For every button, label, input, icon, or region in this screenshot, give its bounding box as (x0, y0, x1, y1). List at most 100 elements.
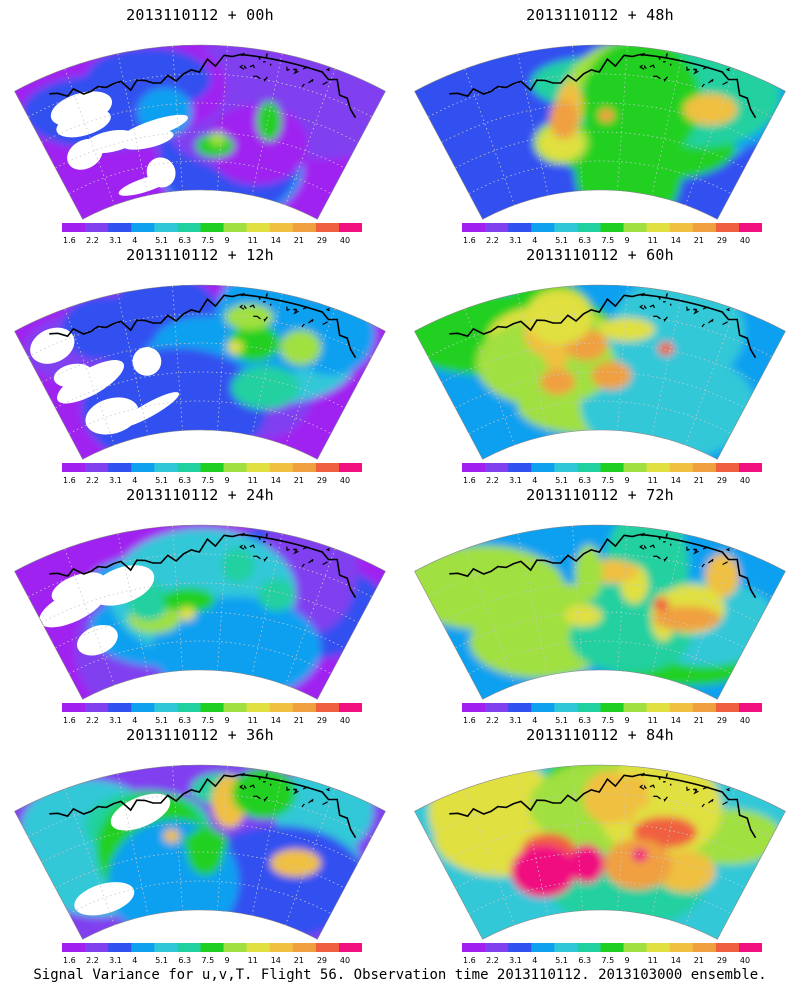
island-outline (269, 783, 272, 786)
colorbar-tick-label: 3.1 (509, 716, 522, 725)
longitude-line (517, 293, 549, 436)
colorbar-swatch (338, 703, 362, 712)
figure-caption: Signal Variance for u,v,T. Flight 56. Ob… (33, 967, 767, 983)
variance-contour (705, 553, 740, 598)
colorbar-swatch (269, 943, 294, 952)
colorbar-swatch (508, 943, 532, 952)
latitude-line (441, 822, 759, 863)
colorbar-tick-label: 21 (694, 476, 704, 485)
island-outline (240, 292, 245, 297)
colorbar-swatch (108, 223, 132, 232)
longitude-line (517, 533, 549, 676)
latitude-line (441, 342, 759, 383)
island-outline (701, 563, 705, 568)
colorbar-tick-label: 40 (340, 236, 350, 245)
colorbar-swatch (108, 463, 132, 472)
colorbar-swatch (577, 223, 601, 232)
island-outline (653, 75, 661, 80)
island-outline (639, 784, 645, 790)
longitude-line (117, 533, 149, 676)
island-outline (640, 532, 645, 537)
colorbar-swatch (292, 703, 317, 712)
longitude-line (172, 285, 183, 431)
no-data-region (85, 397, 139, 435)
latitude-line (455, 131, 745, 169)
colorbar-tick-label: 6.3 (178, 236, 191, 245)
colorbar-swatch (62, 463, 86, 472)
latitude-line (468, 400, 732, 435)
latitude-line (68, 400, 332, 435)
longitude-line (64, 788, 115, 926)
colorbar-swatch (246, 223, 271, 232)
colorbar-tick-label: 1.6 (463, 956, 476, 965)
colorbar-swatch (715, 223, 740, 232)
map-panel: 2013110112 + 60h (400, 240, 800, 480)
colorbar-tick-label: 6.3 (578, 236, 591, 245)
variance-contour (270, 849, 321, 877)
colorbar-swatch (315, 703, 340, 712)
variance-contour (61, 295, 146, 361)
colorbar-swatch (669, 463, 694, 472)
no-data-region (57, 360, 125, 404)
map-panel: 2013110112 + 72h (400, 480, 800, 720)
colorbar-swatch (131, 943, 155, 952)
no-data-region (90, 565, 155, 606)
island-outline (301, 323, 305, 328)
colorbar: 1.6 2.2 3.1 4 5.1 6.3 7.5 9 11 14 21 29 40 (62, 223, 362, 245)
island-outline (665, 53, 668, 58)
island-outline (308, 318, 314, 324)
colorbar-tick-label: 3.1 (509, 956, 522, 965)
coastline (49, 533, 357, 599)
island-outline (253, 75, 261, 80)
colorbar-tick-label: 7.5 (201, 716, 214, 725)
colorbar-tick-label: 5.1 (155, 236, 168, 245)
colorbar-swatch (738, 943, 762, 952)
colorbar-swatch (485, 223, 509, 232)
island-outline (302, 306, 309, 310)
island-outline (322, 561, 328, 566)
longitude-line (572, 765, 583, 911)
colorbar-tick-label: 2.2 (486, 956, 499, 965)
island-outline (301, 83, 305, 88)
variance-contour (209, 131, 226, 146)
map-panel: 2013110112 + 36h (0, 720, 400, 960)
colorbar-tick-label: 5.1 (155, 476, 168, 485)
island-outline (708, 318, 714, 324)
island-outline (308, 558, 314, 564)
longitude-line (251, 533, 283, 676)
colorbar-swatch (715, 463, 740, 472)
colorbar-swatch (246, 463, 271, 472)
colorbar-tick-label: 3.1 (109, 236, 122, 245)
island-outline (649, 64, 656, 69)
map-border (414, 44, 786, 220)
colorbar-tick-label: 5.1 (555, 476, 568, 485)
colorbar-swatch (485, 943, 509, 952)
variance-contour (569, 844, 605, 884)
colorbar-swatch (462, 223, 486, 232)
island-outline (239, 64, 245, 70)
island-outline (708, 78, 714, 84)
island-outline (322, 801, 328, 806)
colorbar-swatch (646, 943, 671, 952)
panel-title: 2013110112 + 12h (126, 246, 274, 264)
colorbar-swatch (292, 463, 317, 472)
colorbar-tick-label: 21 (294, 716, 304, 725)
colorbar-tick-label: 1.6 (463, 716, 476, 725)
variance-contour (280, 330, 322, 366)
colorbar-swatch (623, 463, 648, 472)
island-outline (302, 66, 309, 70)
island-outline (325, 307, 330, 312)
colorbar-tick-label: 6.3 (178, 716, 191, 725)
colorbar-swatch (85, 703, 109, 712)
island-outline (649, 304, 656, 309)
variance-contour (632, 75, 674, 125)
colorbar-tick-label: 6.3 (178, 956, 191, 965)
longitude-line (464, 788, 515, 926)
map-border (14, 284, 386, 460)
island-outline (293, 68, 297, 71)
colorbar-tick-label: 5.1 (555, 956, 568, 965)
colorbar-swatch (200, 223, 225, 232)
panel-title: 2013110112 + 00h (126, 6, 274, 24)
colorbar-tick-label: 21 (294, 476, 304, 485)
no-data-region (74, 882, 135, 916)
